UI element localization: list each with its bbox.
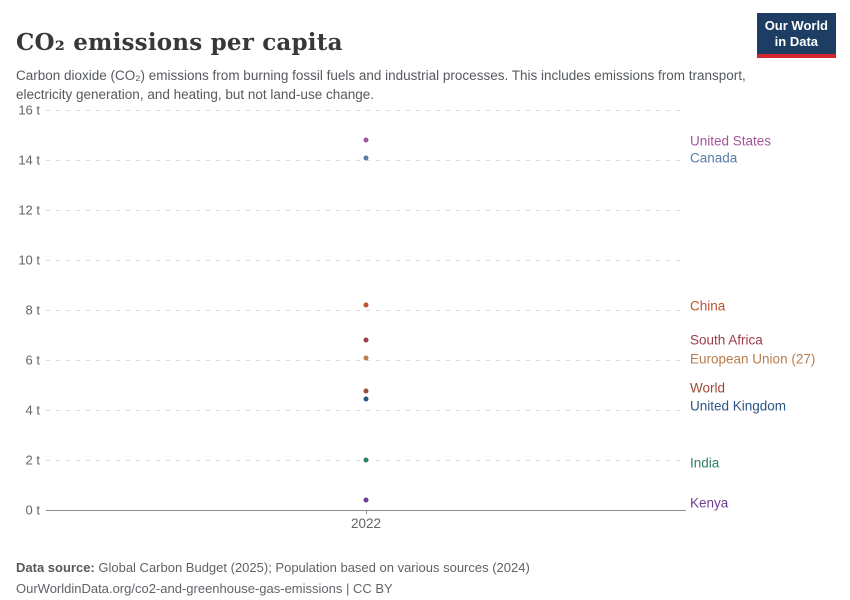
data-point[interactable] (363, 497, 369, 503)
gridline (46, 210, 686, 211)
y-axis-tick-label: 14 t (18, 152, 40, 168)
owid-logo-line2: in Data (774, 33, 819, 49)
series-label[interactable]: United Kingdom (690, 398, 787, 414)
footer-data-source-label: Data source: (16, 560, 95, 575)
gridline (46, 410, 686, 411)
data-point[interactable] (363, 302, 369, 308)
y-axis-tick-label: 8 t (25, 302, 40, 318)
y-axis-tick-label: 0 t (25, 502, 40, 518)
owid-logo[interactable]: Our World in Data (756, 13, 836, 58)
gridline (46, 160, 686, 161)
data-point[interactable] (363, 137, 369, 143)
series-label[interactable]: United States (690, 133, 772, 149)
y-axis-tick-label: 10 t (18, 252, 40, 268)
series-label[interactable]: World (690, 380, 726, 396)
data-point[interactable] (363, 155, 369, 160)
series-label[interactable]: India (690, 455, 720, 471)
y-axis-tick-label: 6 t (25, 352, 40, 368)
y-axis-tick-label: 4 t (25, 402, 40, 418)
data-point[interactable] (363, 337, 369, 343)
series-label[interactable]: Canada (690, 150, 738, 166)
series-label[interactable]: European Union (27) (690, 351, 816, 367)
x-axis-tick-mark (366, 510, 367, 514)
gridline (46, 310, 686, 311)
y-axis-tick-label: 2 t (25, 452, 40, 468)
footer-data-source-text: Global Carbon Budget (2025); Population … (94, 560, 530, 575)
data-point[interactable] (363, 388, 369, 394)
owid-logo-line1: Our World (764, 18, 828, 33)
gridline (46, 360, 686, 361)
footer-data-source: Data source: Global Carbon Budget (2025)… (16, 560, 530, 575)
series-label[interactable]: China (690, 298, 726, 314)
gridline (46, 260, 686, 261)
page-subtitle: Carbon dioxide (CO₂) emissions from burn… (16, 67, 746, 102)
data-point[interactable] (363, 396, 369, 402)
series-label[interactable]: Kenya (690, 495, 729, 511)
page-title: CO₂ emissions per capita (16, 29, 343, 57)
x-axis-tick-label: 2022 (350, 516, 382, 531)
x-axis-line (46, 510, 686, 511)
data-point[interactable] (363, 457, 369, 463)
y-axis-tick-label: 12 t (18, 202, 40, 218)
series-label[interactable]: South Africa (690, 332, 763, 348)
gridline (46, 110, 686, 111)
data-point[interactable] (363, 355, 369, 360)
footer-license-link[interactable]: OurWorldinData.org/co2-and-greenhouse-ga… (16, 581, 393, 596)
y-axis-tick-label: 16 t (18, 102, 40, 118)
